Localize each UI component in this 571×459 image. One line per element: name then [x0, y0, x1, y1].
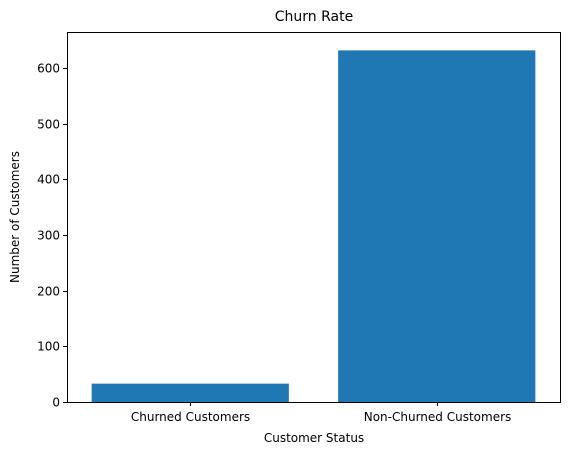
plot-frame [67, 32, 561, 403]
y-tick-label: 500 [37, 118, 60, 132]
y-tick-label: 600 [37, 62, 60, 76]
y-tick-label: 200 [37, 285, 60, 299]
y-tick-label: 100 [37, 340, 60, 354]
bars [91, 50, 536, 402]
bar [91, 383, 289, 402]
x-tick-label: Churned Customers [131, 410, 250, 424]
chart-title: Churn Rate [275, 9, 353, 25]
bar [338, 50, 536, 402]
x-axis-label: Customer Status [264, 431, 364, 445]
x-axis-ticks: Churned Customers Non-Churned Customers [131, 402, 511, 424]
x-tick-label: Non-Churned Customers [364, 410, 512, 424]
y-axis-ticks: 0 100 200 300 400 500 600 [37, 62, 67, 410]
y-tick-label: 300 [37, 229, 60, 243]
y-tick-label: 0 [52, 396, 60, 410]
y-tick-label: 400 [37, 173, 60, 187]
y-axis-label: Number of Customers [8, 151, 22, 283]
